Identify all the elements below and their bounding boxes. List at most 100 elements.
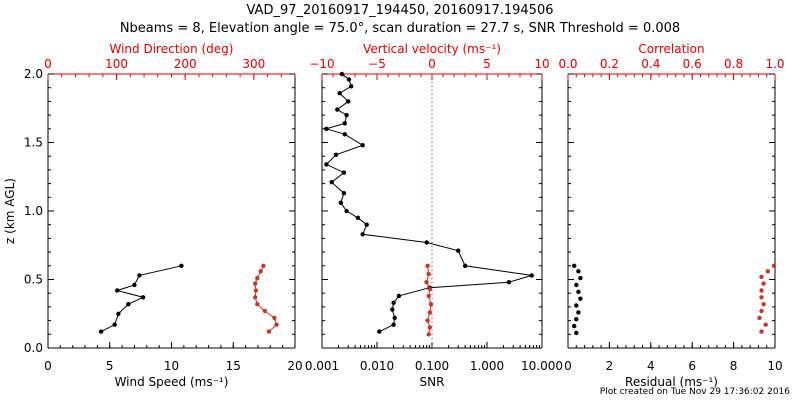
x-top-axis-label: Wind Direction (deg) [110, 42, 234, 56]
x-top-tick-label: 100 [105, 57, 128, 71]
data-point [426, 332, 431, 337]
chart-title-line-1: VAD_97_20160917_194450, 20160917.194506 [246, 3, 554, 18]
data-point [757, 315, 762, 321]
data-point [759, 308, 764, 314]
data-point [116, 311, 121, 316]
data-point [274, 322, 279, 327]
y-tick-label: 2.0 [24, 67, 43, 81]
data-point [578, 275, 583, 281]
data-point [344, 208, 349, 214]
data-point [771, 263, 777, 268]
x-top-tick-label: 10 [534, 57, 549, 71]
data-point [360, 232, 365, 237]
data-point [529, 273, 534, 278]
x-bottom-tick-label: 6 [688, 359, 696, 373]
data-point [324, 126, 329, 131]
data-point [578, 296, 583, 301]
data-point [112, 322, 117, 327]
data-point [346, 77, 352, 82]
x-bottom-tick-label: 0 [44, 359, 52, 373]
data-point [428, 302, 434, 307]
data-point [344, 112, 349, 118]
data-point [179, 263, 184, 268]
data-point [364, 222, 369, 227]
data-point [255, 302, 260, 307]
x-top-tick-label: 0.8 [724, 57, 743, 71]
data-point [266, 329, 272, 334]
series-snr [324, 71, 534, 334]
data-point [349, 84, 354, 89]
data-point [272, 315, 277, 321]
data-point [253, 288, 259, 293]
x-top-tick-label: 0 [44, 57, 52, 71]
data-point [425, 318, 430, 323]
x-top-tick-label: 0 [428, 57, 436, 71]
data-point [574, 330, 579, 336]
data-point [759, 329, 764, 334]
data-point [576, 310, 581, 315]
data-point [396, 293, 402, 299]
data-point [574, 317, 579, 322]
data-point [253, 295, 258, 300]
data-point [355, 215, 361, 220]
series-line [254, 265, 278, 332]
data-point [115, 288, 120, 293]
x-top-tick-label: 300 [242, 57, 265, 71]
data-point [262, 308, 267, 314]
x-top-axis-label: Vertical velocity (ms⁻¹) [363, 42, 501, 56]
x-bottom-tick-label: 2 [606, 359, 614, 373]
x-bottom-axis-label: Residual (ms⁻¹) [625, 375, 718, 389]
series-wind-direction [253, 263, 279, 334]
data-point [140, 295, 146, 300]
data-point [424, 280, 429, 285]
y-tick-label: 1.0 [24, 204, 43, 218]
data-point [426, 293, 431, 299]
data-point [132, 282, 137, 288]
data-point [574, 282, 579, 288]
data-point [427, 310, 432, 315]
panel-snr [321, 71, 543, 349]
data-point [324, 162, 329, 167]
data-point [261, 263, 266, 268]
x-bottom-tick-label: 0.010 [360, 359, 394, 373]
data-point [759, 295, 764, 300]
data-point [391, 300, 396, 305]
x-bottom-tick-label: 1.000 [470, 359, 504, 373]
x-bottom-tick-label: 0 [564, 359, 572, 373]
data-point [456, 248, 461, 253]
y-axis-label: z (km AGL) [3, 178, 17, 244]
data-point [761, 302, 766, 307]
plot-footer: Plot created on Tue Nov 29 17:36:02 2016 [599, 387, 790, 397]
y-tick-label: 0.0 [24, 341, 43, 355]
data-point [255, 275, 260, 281]
series-vertical-velocity [424, 263, 434, 337]
data-point [759, 274, 764, 279]
panel-residual [567, 73, 777, 349]
x-top-tick-label: 0.2 [600, 57, 619, 71]
data-point [759, 288, 764, 293]
data-point [346, 99, 351, 104]
x-bottom-axis-label: SNR [420, 375, 445, 389]
data-point [427, 286, 432, 292]
series-line [425, 265, 432, 335]
data-point [576, 289, 581, 294]
data-point [390, 307, 395, 312]
data-point [329, 180, 334, 185]
data-point [462, 263, 468, 268]
x-bottom-tick-label: 15 [226, 359, 241, 373]
x-bottom-tick-label: 10 [767, 359, 782, 373]
x-top-tick-label: 0.0 [558, 57, 577, 71]
data-point [392, 315, 397, 321]
data-point [342, 132, 347, 137]
data-point [572, 323, 577, 329]
data-point [258, 269, 263, 274]
series-wind-speed [98, 263, 184, 334]
y-tick-label: 0.5 [24, 273, 43, 287]
x-top-tick-label: −10 [309, 57, 334, 71]
x-top-tick-label: 200 [174, 57, 197, 71]
x-bottom-tick-label: 8 [730, 359, 738, 373]
data-point [427, 325, 432, 330]
series-residual [572, 263, 583, 336]
x-top-tick-label: −5 [368, 57, 386, 71]
